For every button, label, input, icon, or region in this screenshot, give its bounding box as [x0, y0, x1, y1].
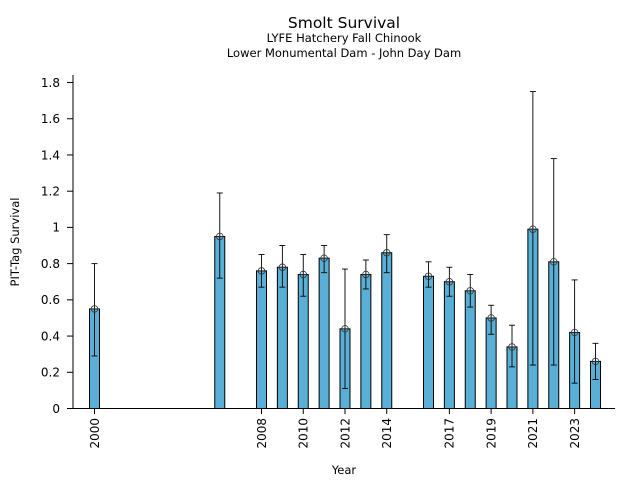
marker-2014 — [383, 249, 391, 257]
bar-2013 — [360, 273, 372, 409]
y-tick-label: 0 — [52, 402, 60, 416]
x-tick-label: 2023 — [568, 418, 582, 449]
marker-2011 — [320, 254, 328, 262]
bar-2014 — [381, 252, 393, 409]
y-tick-label: 1.6 — [41, 112, 60, 126]
bar-2016 — [423, 275, 434, 409]
x-tick-label: 2010 — [297, 418, 311, 449]
x-tick-label: 2014 — [380, 418, 394, 449]
marker-2016 — [424, 272, 433, 280]
marker-2021 — [529, 225, 537, 233]
marker-2008 — [257, 267, 266, 275]
y-tick-label: 0.4 — [41, 329, 60, 343]
error-bars-group — [91, 91, 599, 390]
y-tick-label: 0.8 — [41, 257, 60, 271]
y-ticks-group: 0 0.2 0.4 0.6 0.8 1 1.2 1.4 1.6 1.8 — [41, 76, 73, 416]
y-tick-label: 0.2 — [41, 366, 60, 380]
marker-2010 — [299, 270, 307, 279]
x-axis-label: Year — [331, 463, 357, 477]
y-tick-label: 1.2 — [41, 184, 60, 198]
marker-2009 — [278, 263, 287, 271]
y-tick-label: 0.6 — [41, 293, 60, 307]
bar-2011 — [318, 257, 330, 410]
x-tick-label: 2012 — [338, 418, 352, 449]
chart-title: Smolt Survival — [288, 14, 400, 32]
bar-2017 — [443, 281, 455, 410]
marker-2024 — [591, 357, 600, 366]
marker-2019 — [487, 314, 495, 322]
marker-2018 — [466, 287, 474, 295]
x-ticks-group: 2000 2008 2010 2012 2014 2017 2019 2021 2023 — [88, 408, 582, 449]
marker-2013 — [362, 270, 370, 279]
bar-2018 — [464, 290, 476, 409]
marker-2000 — [90, 305, 99, 313]
marker-2023 — [570, 328, 579, 337]
x-tick-label: 2000 — [88, 418, 102, 449]
y-axis-label: PIT-Tag Survival — [8, 198, 22, 287]
x-tick-label: 2017 — [443, 418, 457, 449]
marker-2020 — [508, 343, 516, 351]
chart-subtitle-line-2: Lower Monumental Dam - John Day Dam — [227, 46, 461, 60]
bar-2009 — [276, 266, 288, 409]
bar-2008 — [256, 270, 267, 410]
y-tick-label: 1 — [52, 221, 60, 235]
x-tick-label: 2021 — [526, 418, 540, 449]
y-tick-label: 1.8 — [41, 76, 60, 90]
x-tick-label: 2008 — [255, 418, 269, 449]
marker-2012 — [341, 325, 349, 333]
markers-group — [90, 225, 600, 366]
marker-2006 — [216, 232, 224, 241]
marker-2017 — [445, 278, 454, 286]
marker-2022 — [550, 258, 558, 266]
y-tick-label: 1.4 — [41, 148, 60, 162]
x-tick-label: 2019 — [484, 418, 498, 449]
chart-subtitle-line-1: LYFE Hatchery Fall Chinook — [267, 31, 422, 45]
